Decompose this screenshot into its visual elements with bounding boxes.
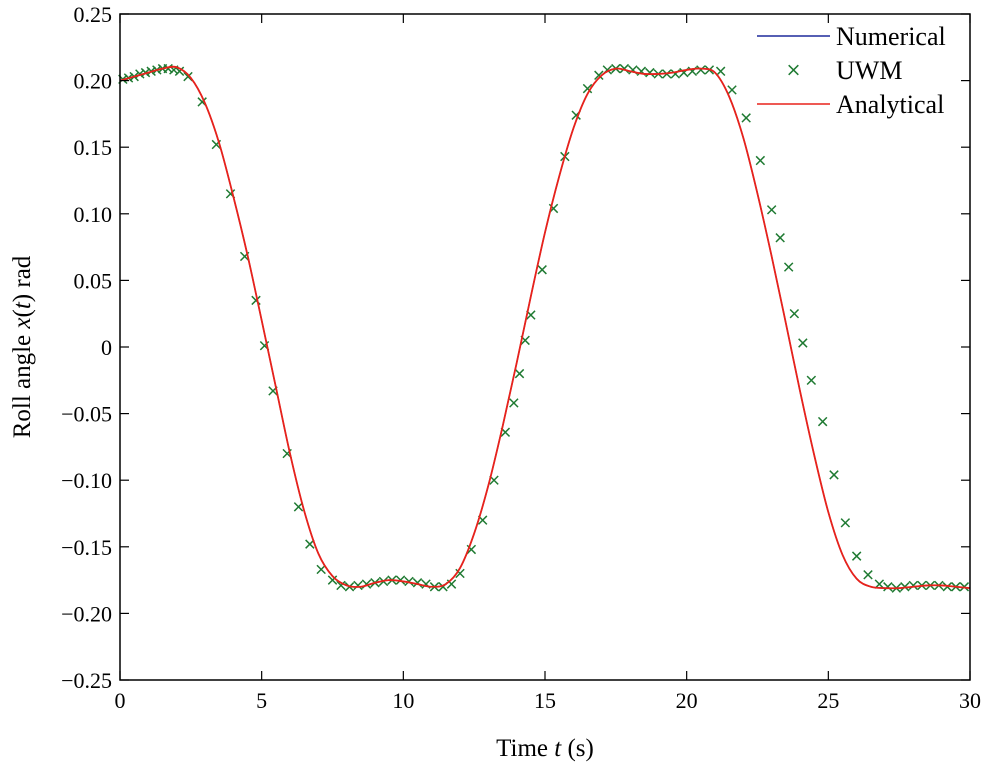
x-tick-label: 10: [392, 688, 414, 713]
numerical-series-line: [119, 66, 971, 589]
uwm-marker: [316, 564, 326, 575]
x-tick-label: 30: [959, 688, 981, 713]
uwm-marker: [163, 63, 173, 74]
uwm-marker: [696, 65, 706, 75]
legend-analytical-label: Analytical: [836, 90, 944, 119]
uwm-marker: [594, 70, 604, 81]
x-tick-label: 5: [256, 688, 267, 713]
uwm-marker: [509, 398, 519, 408]
uwm-marker: [840, 518, 851, 528]
x-label-prefix: Time: [496, 735, 554, 762]
uwm-marker: [863, 570, 873, 580]
uwm-marker: [336, 580, 346, 591]
uwm-marker: [908, 580, 919, 591]
uwm-marker: [817, 416, 828, 427]
x-tick-label: 20: [676, 688, 698, 713]
uwm-marker: [514, 368, 525, 379]
analytical-series-line: [119, 65, 971, 590]
uwm-marker: [353, 580, 363, 591]
y-tick-label: −0.25: [61, 668, 112, 693]
legend-uwm-swatch: [788, 64, 799, 76]
uwm-marker: [798, 338, 808, 348]
uwm-marker: [645, 67, 655, 78]
uwm-marker: [829, 470, 839, 480]
uwm-marker: [327, 575, 338, 585]
uwm-marker: [783, 262, 794, 272]
uwm-marker: [395, 575, 406, 585]
uwm-marker: [851, 551, 862, 561]
x-tick-label: 25: [817, 688, 839, 713]
y-tick-label: 0.05: [74, 268, 113, 293]
x-label-suffix: (s): [561, 735, 594, 762]
uwm-marker: [775, 233, 785, 243]
y-label-argument: t: [9, 301, 36, 309]
y-label-prefix: Roll angle: [9, 329, 36, 439]
x-label-variable: t: [554, 735, 562, 762]
ticks-layer: 0 5 10 15 20 25 30 0.25 0.20 0.15 0.10 0.05 0 −0.05 −0…: [61, 2, 981, 713]
uwm-marker: [537, 265, 547, 275]
y-tick-label: 0.10: [74, 202, 113, 227]
x-tick-label: 15: [534, 688, 556, 713]
uwm-marker: [766, 205, 777, 215]
uwm-marker: [582, 83, 593, 94]
y-label-suffix: rad: [9, 255, 36, 294]
uwm-marker: [404, 576, 414, 587]
legend-numerical-label: Numerical: [836, 22, 946, 51]
uwm-marker: [755, 155, 766, 166]
uwm-marker: [883, 582, 893, 592]
y-tick-label: 0.20: [74, 69, 113, 94]
uwm-marker: [305, 539, 315, 549]
uwm-marker: [135, 69, 145, 79]
y-tick-label: 0: [101, 335, 112, 360]
series-layer: [118, 63, 971, 593]
y-label-variable: x: [9, 317, 36, 329]
x-tick-label: 0: [115, 688, 126, 713]
y-label-close-paren: ): [9, 294, 36, 302]
y-tick-label: −0.05: [61, 402, 112, 427]
uwm-marker: [293, 502, 304, 512]
y-tick-label: 0.15: [74, 135, 113, 160]
x-axis-label: Time t (s): [496, 735, 594, 762]
y-tick-label: −0.15: [61, 535, 112, 560]
uwm-marker: [727, 85, 737, 95]
uwm-marker: [806, 375, 817, 386]
uwm-marker: [741, 113, 751, 123]
legend-uwm-label: UWM: [836, 56, 902, 85]
legend: Numerical UWM Analytical: [757, 22, 946, 119]
uwm-marker: [455, 568, 465, 579]
y-tick-label: −0.20: [61, 601, 112, 626]
uwm-marker: [715, 66, 726, 77]
y-label-open-paren: (: [9, 309, 36, 317]
uwm-marker: [174, 66, 185, 77]
uwm-marker: [789, 308, 800, 319]
y-tick-label: 0.25: [74, 2, 113, 27]
y-tick-label: −0.10: [61, 468, 112, 493]
uwm-marker: [183, 71, 193, 82]
y-axis-label: Roll angle x(t) rad: [9, 255, 36, 438]
